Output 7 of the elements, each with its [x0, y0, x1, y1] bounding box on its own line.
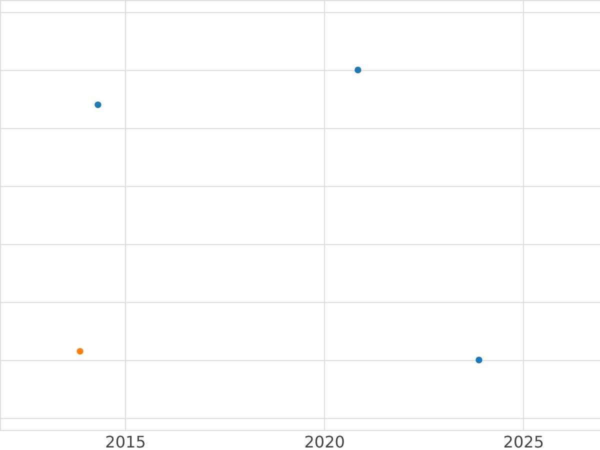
x-tick-label: 2025 [503, 432, 544, 450]
point [476, 356, 482, 364]
point [76, 348, 84, 355]
x-tick-label: 2020 [304, 432, 345, 450]
point [94, 101, 102, 108]
x-tick-label: 2015 [105, 432, 146, 450]
point [354, 66, 362, 74]
